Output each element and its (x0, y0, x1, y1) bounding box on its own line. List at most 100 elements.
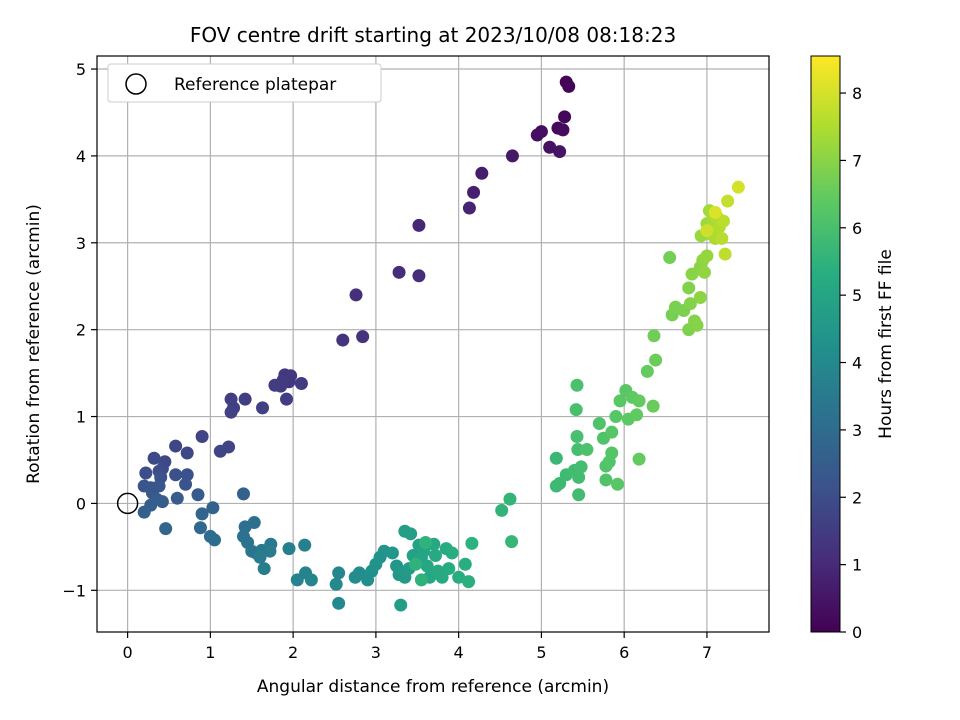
data-point (268, 378, 282, 392)
data-point (256, 401, 270, 415)
data-point (137, 505, 151, 519)
data-point (580, 443, 594, 457)
data-point (731, 180, 745, 194)
data-point (475, 166, 489, 180)
data-point (179, 477, 193, 491)
data-point (404, 527, 418, 541)
data-point (543, 140, 557, 154)
x-tick-label: 5 (536, 643, 546, 662)
data-point (462, 575, 476, 589)
reference-platepar-marker (116, 492, 139, 515)
data-point (572, 488, 586, 502)
data-point (155, 495, 169, 509)
data-point (458, 557, 472, 571)
data-point (682, 281, 696, 295)
x-tick-label: 0 (123, 643, 133, 662)
legend-open-circle-icon (125, 73, 147, 95)
data-point (298, 538, 312, 552)
data-point (294, 377, 308, 391)
data-point (571, 443, 585, 457)
data-point (452, 570, 466, 584)
data-point (630, 408, 644, 422)
data-point (693, 291, 707, 305)
data-point (195, 430, 209, 444)
data-point (646, 399, 660, 413)
data-point (715, 231, 729, 245)
data-point (253, 550, 267, 564)
data-point (412, 269, 426, 283)
data-point (570, 378, 584, 392)
colorbar-tick-label: 2 (852, 488, 862, 507)
data-point (700, 249, 714, 263)
data-point (647, 329, 661, 343)
data-point (191, 488, 205, 502)
x-axis-ticks: 0 1 2 3 4 5 6 7 (123, 632, 712, 662)
data-point (690, 318, 704, 332)
data-point (336, 333, 350, 347)
data-point (139, 466, 153, 480)
data-point (640, 364, 654, 378)
colorbar-ticks: 0 1 2 3 4 5 6 7 8 (840, 84, 862, 642)
data-point (394, 598, 408, 612)
colorbar-tick-label: 6 (852, 219, 862, 238)
data-point (349, 288, 363, 302)
y-tick-label: 4 (76, 147, 86, 166)
data-point (257, 562, 271, 576)
x-tick-label: 3 (371, 643, 381, 662)
data-point (419, 536, 433, 550)
data-point (170, 491, 184, 505)
data-point (613, 394, 627, 408)
data-point (213, 444, 227, 458)
data-point (332, 596, 346, 610)
y-tick-label: 3 (76, 234, 86, 253)
x-tick-label: 2 (288, 643, 298, 662)
data-point (329, 577, 343, 591)
x-tick-label: 4 (454, 643, 464, 662)
y-tick-label: 1 (76, 408, 86, 427)
data-point (553, 145, 567, 159)
data-point (495, 503, 509, 517)
data-point (180, 446, 194, 460)
data-point (663, 251, 677, 265)
legend: Reference platepar (107, 63, 382, 103)
data-point (356, 330, 370, 344)
data-point (195, 507, 209, 521)
data-point (147, 451, 161, 465)
y-tick-label: −1 (62, 581, 86, 600)
data-point (414, 573, 428, 587)
colorbar-tick-label: 4 (852, 354, 862, 373)
data-point (592, 416, 606, 430)
plot-frame (96, 55, 770, 633)
data-point (683, 297, 697, 311)
y-axis-label: Rotation from reference (arcmin) (24, 204, 44, 484)
x-tick-label: 7 (702, 643, 712, 662)
data-point (503, 492, 517, 506)
data-point (224, 405, 238, 419)
data-point (385, 546, 399, 560)
colorbar-tick-label: 3 (852, 421, 862, 440)
colorbar-tick-label: 5 (852, 286, 862, 305)
data-point (465, 536, 479, 550)
data-point (412, 218, 426, 232)
data-points (137, 75, 745, 612)
data-point (332, 566, 346, 580)
data-point (159, 522, 173, 536)
data-point (697, 265, 711, 279)
data-point (445, 546, 459, 560)
data-point (574, 460, 588, 474)
data-point (530, 128, 544, 142)
x-tick-label: 6 (619, 643, 629, 662)
data-point (169, 439, 183, 453)
data-point (180, 468, 194, 482)
data-point (206, 501, 220, 515)
y-tick-label: 0 (76, 494, 86, 513)
data-point (304, 573, 318, 587)
data-point (263, 544, 277, 558)
data-point (558, 110, 572, 124)
data-point (169, 468, 183, 482)
data-point (462, 201, 476, 215)
data-point (556, 123, 570, 137)
data-point (611, 477, 625, 491)
data-point (467, 185, 481, 199)
data-point (716, 214, 730, 228)
